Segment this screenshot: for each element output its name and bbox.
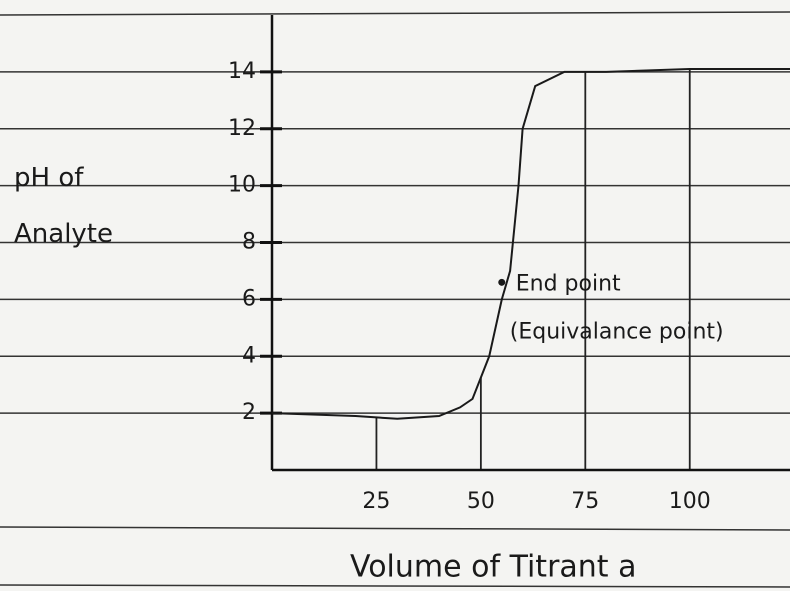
paper-line (0, 527, 790, 530)
x-tick-label: 50 (467, 489, 495, 514)
annotation: End point (516, 271, 621, 296)
y-tick-label: 8 (242, 230, 256, 255)
annotation: (Equivalance point) (510, 319, 724, 344)
y-tick-label: 4 (242, 343, 256, 368)
page: 2 4 6 8 10 12 14 25 50 75 100 Volume of Titrant a En… (0, 0, 790, 591)
x-tick-label: 100 (669, 489, 711, 514)
x-tick-label: 25 (362, 489, 390, 514)
titration-curve (272, 69, 790, 419)
paper-line (0, 12, 790, 15)
y-tick-label: 2 (242, 400, 256, 425)
y-axis-label: pH of Analyte (14, 150, 126, 262)
paper-line (0, 585, 790, 587)
y-tick-label: 6 (242, 286, 256, 311)
y-tick-label: 12 (228, 116, 256, 141)
y-tick-label: 10 (228, 173, 256, 198)
chart: 2 4 6 8 10 12 14 25 50 75 100 Volume of Titrant a En… (0, 0, 790, 591)
x-tick-label: 75 (571, 489, 599, 514)
x-axis-label: Volume of Titrant a (350, 550, 636, 585)
end-point (498, 279, 505, 286)
y-tick-label: 14 (228, 59, 256, 84)
